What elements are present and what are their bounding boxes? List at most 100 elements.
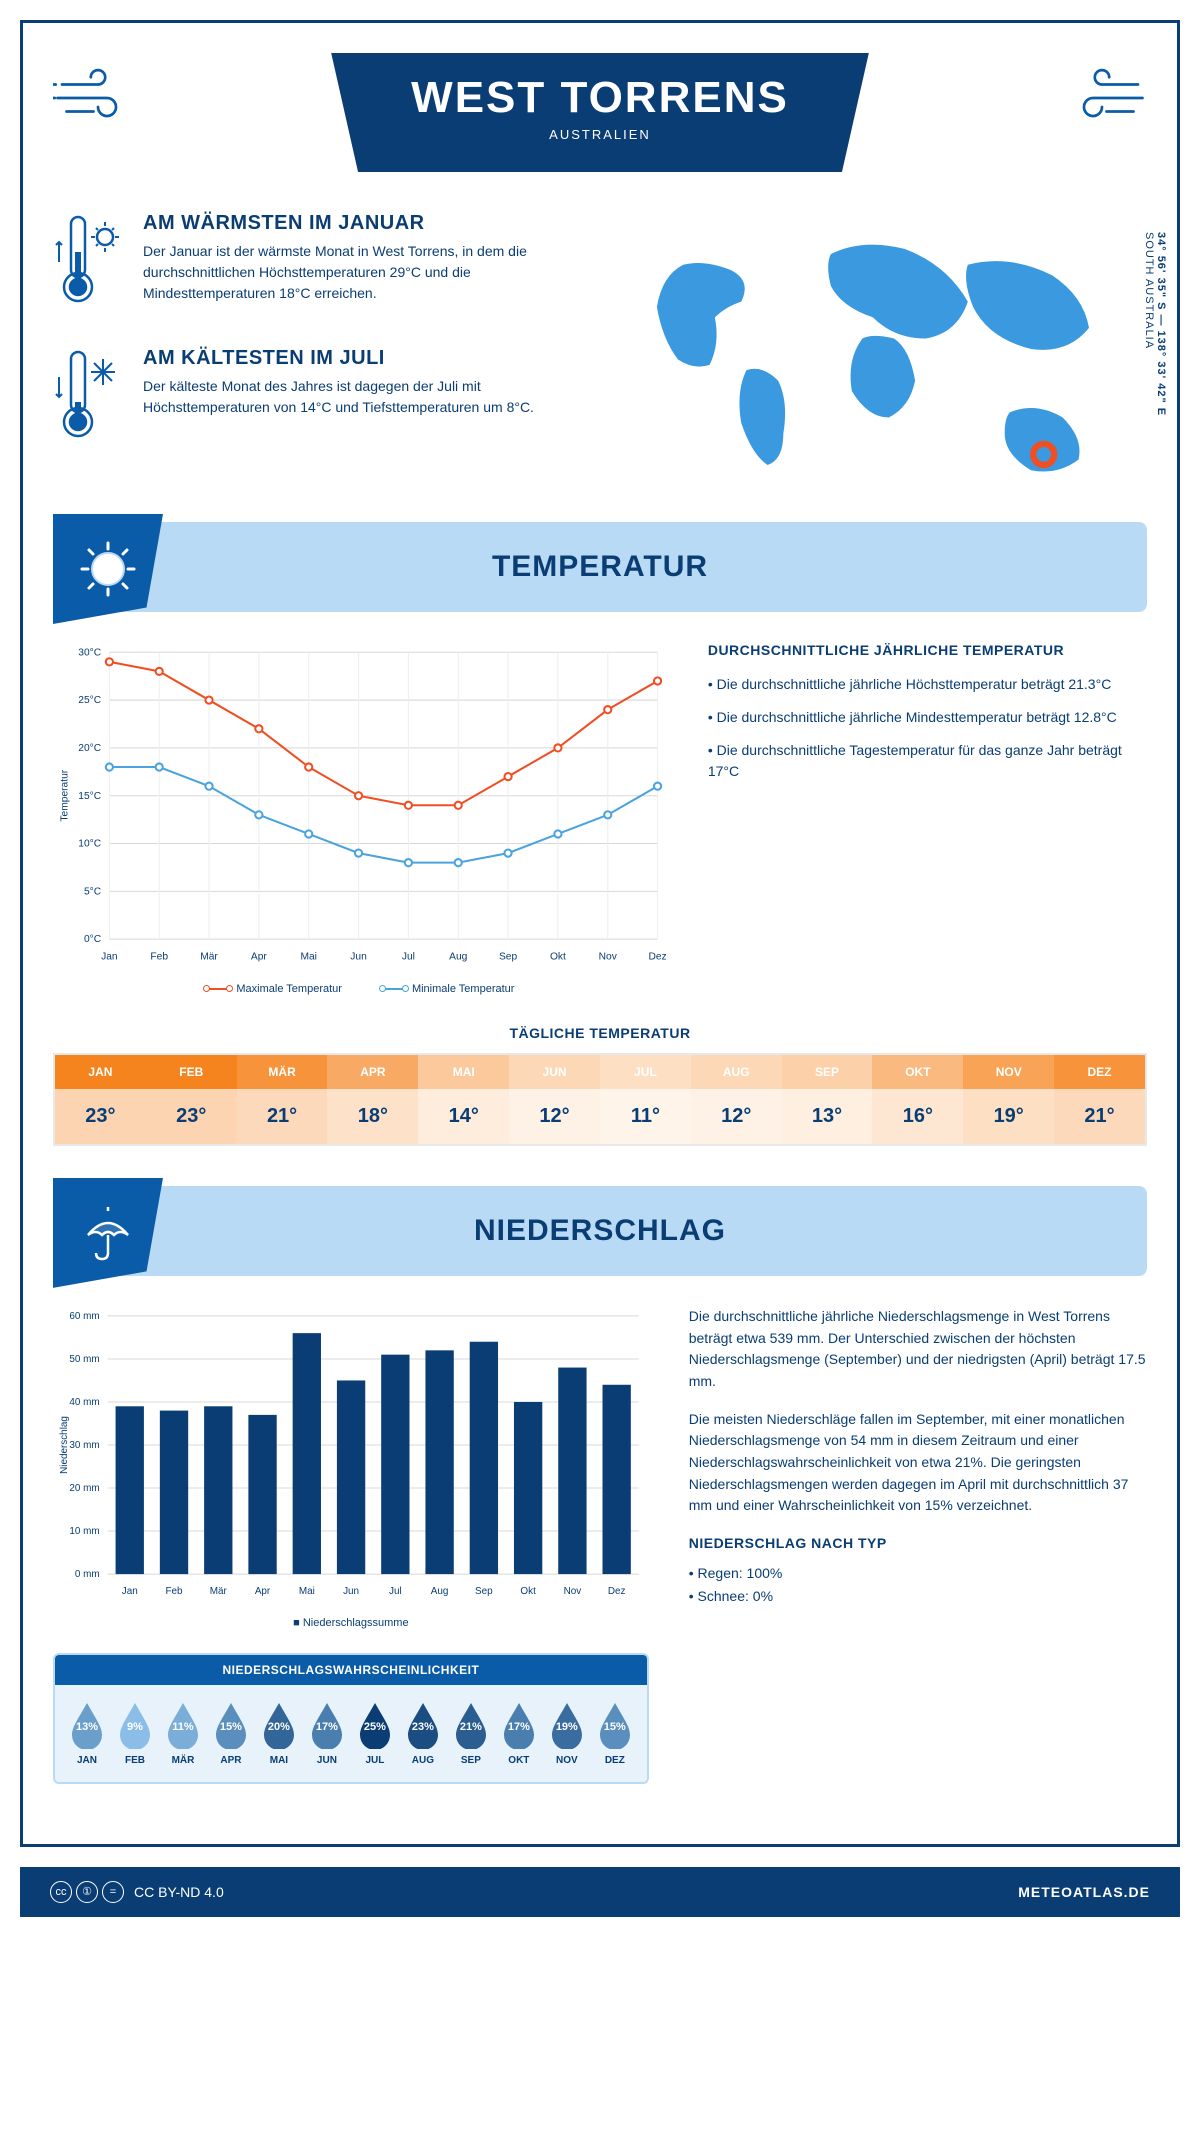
raindrop-icon: 23% (404, 1701, 442, 1749)
warmest-text: Der Januar ist der wärmste Monat in West… (143, 241, 580, 304)
probability-heading: NIEDERSCHLAGSWAHRSCHEINLICHKEIT (55, 1655, 647, 1685)
svg-text:0 mm: 0 mm (75, 1569, 100, 1580)
prob-item: 15% DEZ (591, 1701, 639, 1766)
svg-text:Mär: Mär (210, 1586, 228, 1597)
raindrop-icon: 17% (500, 1701, 538, 1749)
prob-item: 19% NOV (543, 1701, 591, 1766)
prob-item: 25% JUL (351, 1701, 399, 1766)
svg-text:Jan: Jan (122, 1586, 138, 1597)
temperature-banner: TEMPERATUR (53, 522, 1147, 612)
svg-text:Aug: Aug (431, 1586, 449, 1597)
temperature-summary: DURCHSCHNITTLICHE JÄHRLICHE TEMPERATUR •… (708, 642, 1147, 995)
daily-col: AUG 12° (691, 1055, 782, 1144)
svg-text:10°C: 10°C (78, 839, 101, 850)
raindrop-icon: 20% (260, 1701, 298, 1749)
svg-text:Aug: Aug (449, 952, 468, 963)
raindrop-icon: 15% (596, 1701, 634, 1749)
coldest-text: Der kälteste Monat des Jahres ist dagege… (143, 376, 580, 418)
svg-text:Jul: Jul (389, 1586, 402, 1597)
svg-text:Jun: Jun (350, 952, 367, 963)
legend-min-temp: Minimale Temperatur (382, 983, 515, 995)
title-banner: WEST TORRENS AUSTRALIEN (331, 53, 869, 172)
daily-col: OKT 16° (872, 1055, 963, 1144)
precipitation-bar-chart: 0 mm10 mm20 mm30 mm40 mm50 mm60 mmNieder… (53, 1306, 649, 1629)
prob-item: 9% FEB (111, 1701, 159, 1766)
prob-item: 11% MÄR (159, 1701, 207, 1766)
license-text: CC BY-ND 4.0 (134, 1884, 224, 1900)
daily-col: SEP 13° (782, 1055, 873, 1144)
prob-item: 17% OKT (495, 1701, 543, 1766)
world-map (620, 212, 1147, 472)
temperature-line-chart: 0°C5°C10°C15°C20°C25°C30°CJanFebMärAprMa… (53, 642, 668, 995)
daily-col: JUL 11° (600, 1055, 691, 1144)
svg-text:Mai: Mai (299, 1586, 315, 1597)
temperature-heading: TEMPERATUR (492, 550, 708, 584)
svg-text:Nov: Nov (599, 952, 618, 963)
svg-text:Jan: Jan (101, 952, 118, 963)
svg-text:Dez: Dez (648, 952, 666, 963)
svg-text:Apr: Apr (251, 952, 268, 963)
intro-section: AM WÄRMSTEN IM JANUAR Der Januar ist der… (53, 212, 1147, 482)
probability-panel: NIEDERSCHLAGSWAHRSCHEINLICHKEIT 13% JAN … (53, 1653, 649, 1784)
daily-col: FEB 23° (146, 1055, 237, 1144)
prob-item: 15% APR (207, 1701, 255, 1766)
raindrop-icon: 21% (452, 1701, 490, 1749)
svg-text:60 mm: 60 mm (69, 1311, 99, 1322)
svg-text:30°C: 30°C (78, 647, 101, 658)
legend-max-temp: Maximale Temperatur (206, 983, 342, 995)
prob-item: 20% MAI (255, 1701, 303, 1766)
prob-item: 13% JAN (63, 1701, 111, 1766)
precipitation-heading: NIEDERSCHLAG (474, 1214, 726, 1248)
svg-text:Dez: Dez (608, 1586, 626, 1597)
warmest-block: AM WÄRMSTEN IM JANUAR Der Januar ist der… (53, 212, 580, 317)
wind-icon (53, 63, 143, 133)
warmest-title: AM WÄRMSTEN IM JANUAR (143, 212, 580, 235)
svg-text:Mär: Mär (200, 952, 218, 963)
daily-temp-table: JAN 23° FEB 23° MÄR 21° APR 18° MAI 14° … (53, 1053, 1147, 1146)
precipitation-summary: Die durchschnittliche jährliche Niedersc… (689, 1306, 1147, 1784)
raindrop-icon: 25% (356, 1701, 394, 1749)
daily-col: DEZ 21° (1054, 1055, 1145, 1144)
daily-col: JUN 12° (509, 1055, 600, 1144)
svg-text:Sep: Sep (475, 1586, 493, 1597)
page-title: WEST TORRENS (411, 73, 789, 123)
thermometer-cold-icon (53, 347, 123, 452)
svg-text:50 mm: 50 mm (69, 1354, 99, 1365)
cc-icon: cc①= (50, 1881, 124, 1903)
raindrop-icon: 17% (308, 1701, 346, 1749)
bar-legend: Niederschlagssumme (53, 1617, 649, 1629)
daily-col: JAN 23° (55, 1055, 146, 1144)
svg-text:Feb: Feb (165, 1586, 183, 1597)
daily-col: MÄR 21° (237, 1055, 328, 1144)
svg-text:Okt: Okt (520, 1586, 536, 1597)
svg-text:Sep: Sep (499, 952, 518, 963)
svg-text:Mai: Mai (300, 952, 317, 963)
prob-item: 23% AUG (399, 1701, 447, 1766)
svg-text:Apr: Apr (255, 1586, 271, 1597)
prob-item: 21% SEP (447, 1701, 495, 1766)
footer: cc①= CC BY-ND 4.0 METEOATLAS.DE (20, 1867, 1180, 1917)
svg-text:20°C: 20°C (78, 743, 101, 754)
svg-text:Nov: Nov (564, 1586, 582, 1597)
thermometer-hot-icon (53, 212, 123, 317)
coldest-title: AM KÄLTESTEN IM JULI (143, 347, 580, 370)
daily-col: MAI 14° (418, 1055, 509, 1144)
page-subtitle: AUSTRALIEN (411, 127, 789, 142)
coordinates: 34° 56' 35" S — 138° 33' 42" E SOUTH AUS… (1143, 232, 1167, 416)
svg-text:15°C: 15°C (78, 791, 101, 802)
precipitation-banner: NIEDERSCHLAG (53, 1186, 1147, 1276)
svg-text:Temperatur: Temperatur (59, 769, 70, 821)
raindrop-icon: 9% (116, 1701, 154, 1749)
svg-text:0°C: 0°C (84, 934, 101, 945)
sun-icon (53, 514, 163, 624)
svg-text:5°C: 5°C (84, 886, 101, 897)
raindrop-icon: 11% (164, 1701, 202, 1749)
svg-text:40 mm: 40 mm (69, 1397, 99, 1408)
coldest-block: AM KÄLTESTEN IM JULI Der kälteste Monat … (53, 347, 580, 452)
prob-item: 17% JUN (303, 1701, 351, 1766)
site-name: METEOATLAS.DE (1018, 1884, 1150, 1900)
svg-text:30 mm: 30 mm (69, 1440, 99, 1451)
daily-temp-title: TÄGLICHE TEMPERATUR (53, 1025, 1147, 1041)
raindrop-icon: 15% (212, 1701, 250, 1749)
svg-text:Jul: Jul (402, 952, 415, 963)
